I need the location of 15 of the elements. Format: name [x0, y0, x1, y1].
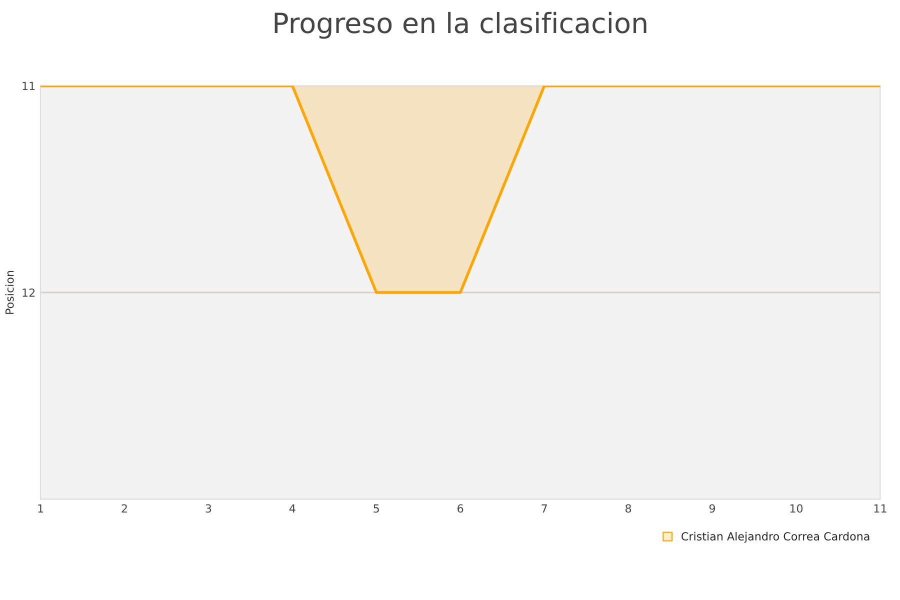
- x-tick-label: 4: [289, 504, 296, 513]
- x-tick-label: 5: [374, 504, 379, 513]
- x-tick-label: 11: [874, 504, 886, 513]
- x-tick-label: 9: [709, 504, 716, 513]
- x-tick-label: 8: [626, 504, 632, 513]
- x-tick-label: 1: [38, 504, 44, 513]
- x-tick-label: 3: [206, 504, 212, 513]
- y-axis-title: Posicion: [5, 270, 14, 314]
- x-tick-label: 10: [790, 504, 803, 513]
- chart-title: Progreso en la clasificacion: [274, 12, 646, 39]
- x-tick-label: 6: [458, 504, 464, 513]
- y-tick-label: 12: [22, 288, 35, 297]
- x-tick-label: 7: [542, 504, 547, 513]
- x-tick-label: 2: [122, 504, 127, 513]
- legend-label: Cristian Alejandro Correa Cardona: [682, 532, 870, 543]
